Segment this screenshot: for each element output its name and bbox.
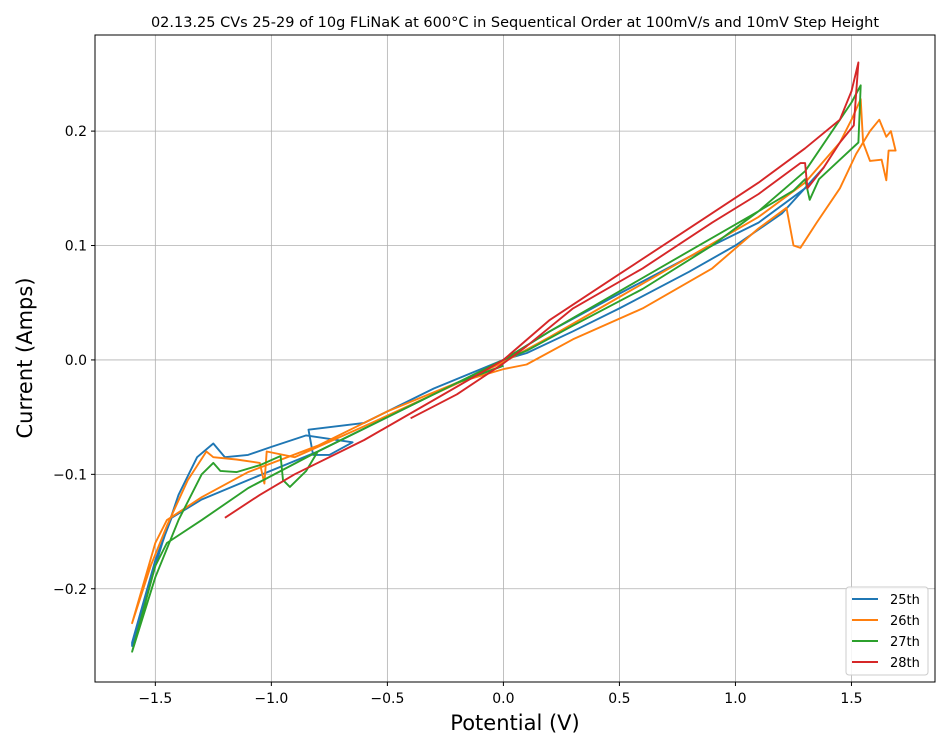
- y-tick-label: 0.2: [65, 124, 87, 140]
- legend: 25th 26th 27th 28th: [845, 586, 929, 676]
- x-tick-label: 0.0: [492, 691, 514, 707]
- series-line-27th: [131, 84, 862, 653]
- x-tick-label: −1.5: [138, 691, 172, 707]
- y-tick-label: −0.2: [53, 582, 87, 598]
- legend-label: 25th: [890, 593, 920, 608]
- legend-label: 27th: [890, 635, 920, 650]
- series-line-26th: [131, 98, 897, 625]
- legend-label: 26th: [890, 614, 920, 629]
- series-line-25th: [131, 166, 825, 647]
- x-tick-label: 0.5: [608, 691, 630, 707]
- x-axis-label: Potential (V): [450, 711, 579, 735]
- x-tick-label: 1.0: [724, 691, 746, 707]
- legend-box: [845, 586, 929, 676]
- plot-frame: [94, 34, 936, 683]
- axis-ticks: −1.5 −1.0 −0.5 0.0 0.5 1.0 1.5 −0.2 −0.1 0.0 0.1 0.…: [53, 124, 863, 707]
- y-tick-label: −0.1: [53, 467, 87, 483]
- x-tick-label: −1.0: [254, 691, 288, 707]
- plot-series-group: [131, 61, 897, 653]
- x-tick-label: −0.5: [370, 691, 404, 707]
- chart-title: 02.13.25 CVs 25-29 of 10g FLiNaK at 600°…: [151, 15, 879, 31]
- y-tick-label: 0.1: [65, 239, 87, 255]
- series-line-28th: [224, 61, 860, 519]
- legend-label: 28th: [890, 656, 920, 671]
- y-tick-label: 0.0: [65, 353, 87, 369]
- x-tick-label: 1.5: [840, 691, 862, 707]
- y-axis-label: Current (Amps): [13, 277, 37, 438]
